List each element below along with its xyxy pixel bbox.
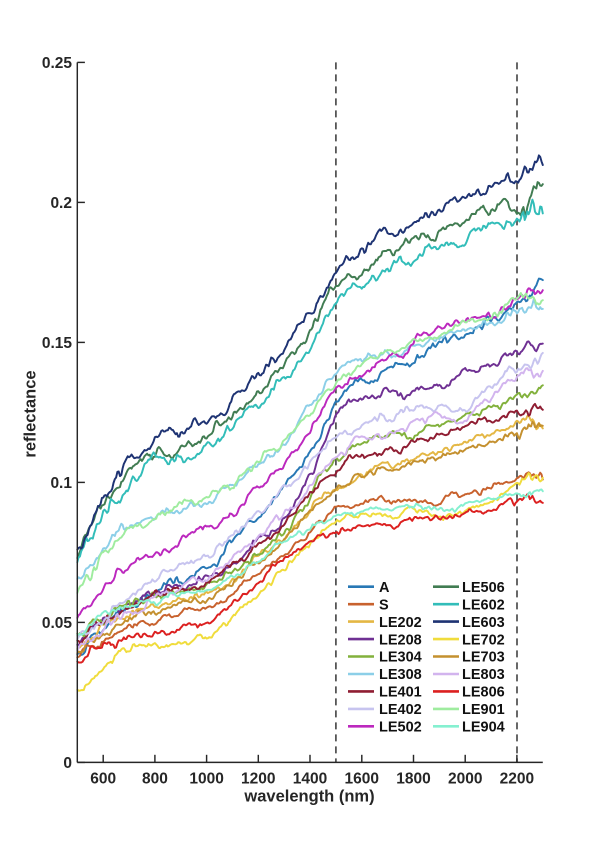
svg-text:LE506: LE506 xyxy=(462,580,505,596)
svg-text:A: A xyxy=(379,580,390,596)
svg-text:0.2: 0.2 xyxy=(50,195,72,212)
svg-text:LE202: LE202 xyxy=(379,615,422,631)
svg-text:LE502: LE502 xyxy=(379,720,422,736)
svg-text:wavelength (nm): wavelength (nm) xyxy=(243,788,374,806)
svg-text:0.05: 0.05 xyxy=(42,615,73,632)
svg-text:LE603: LE603 xyxy=(462,615,505,631)
svg-text:1000: 1000 xyxy=(189,771,223,788)
svg-text:2000: 2000 xyxy=(448,771,482,788)
svg-text:2200: 2200 xyxy=(500,771,534,788)
svg-text:1400: 1400 xyxy=(293,771,327,788)
svg-text:LE702: LE702 xyxy=(462,632,505,648)
svg-text:LE904: LE904 xyxy=(462,720,505,736)
svg-text:LE304: LE304 xyxy=(379,650,422,666)
svg-text:0.1: 0.1 xyxy=(50,475,72,492)
svg-text:LE803: LE803 xyxy=(462,667,505,683)
svg-text:LE806: LE806 xyxy=(462,685,505,701)
svg-text:LE402: LE402 xyxy=(379,702,422,718)
svg-text:600: 600 xyxy=(90,771,116,788)
svg-text:LE901: LE901 xyxy=(462,702,505,718)
svg-text:1800: 1800 xyxy=(396,771,430,788)
svg-text:1600: 1600 xyxy=(345,771,379,788)
svg-text:LE401: LE401 xyxy=(379,685,422,701)
svg-text:1200: 1200 xyxy=(241,771,275,788)
svg-text:0.25: 0.25 xyxy=(42,55,73,72)
svg-text:reflectance: reflectance xyxy=(22,370,40,457)
svg-text:800: 800 xyxy=(142,771,168,788)
svg-text:LE703: LE703 xyxy=(462,650,505,666)
svg-text:0: 0 xyxy=(63,755,72,772)
svg-text:LE308: LE308 xyxy=(379,667,422,683)
svg-text:S: S xyxy=(379,597,389,613)
svg-text:0.15: 0.15 xyxy=(42,335,73,352)
svg-text:LE602: LE602 xyxy=(462,597,505,613)
svg-text:LE208: LE208 xyxy=(379,632,422,648)
